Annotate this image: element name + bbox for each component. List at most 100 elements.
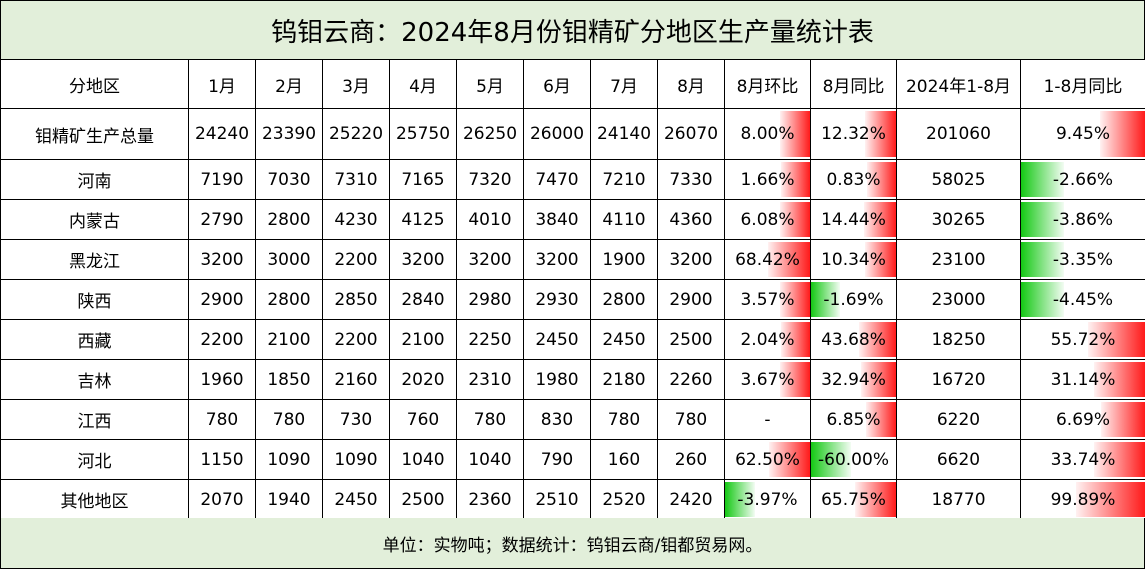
percent-value: -2.66% <box>1052 169 1114 190</box>
month-value-cell: 4230 <box>322 199 390 240</box>
positive-data-bar <box>1094 362 1145 397</box>
month-value-cell: 1850 <box>255 359 323 400</box>
month-value-cell: 2510 <box>523 479 591 520</box>
month-value-cell: 24240 <box>188 108 256 160</box>
ytd-yoy-cell: -4.45% <box>1020 279 1145 320</box>
month-value-cell: 2450 <box>523 319 591 360</box>
percent-value: 62.50% <box>735 449 800 470</box>
positive-data-bar <box>866 162 896 197</box>
month-value-cell: 260 <box>657 439 725 480</box>
percent-value: 6.85% <box>826 409 881 430</box>
month-value-cell: 2930 <box>523 279 591 320</box>
header-row: 分地区 1月 2月 3月 4月 5月 6月 7月 8月 8月环比 8月同比 2024年1-8月 1-8月… <box>0 59 1145 109</box>
month-value-cell: 2800 <box>255 279 323 320</box>
negative-data-bar <box>1021 162 1064 197</box>
yoy-cell: 6.85% <box>810 399 897 440</box>
positive-data-bar <box>1075 482 1145 517</box>
percent-value: 33.74% <box>1050 449 1116 470</box>
month-value-cell: 4010 <box>456 199 524 240</box>
percent-value: 3.57% <box>740 289 795 310</box>
mom-cell: 2.04% <box>724 319 811 360</box>
table-row: 内蒙古 2790 2800 4230 4125 4010 3840 4110 4360 6.08%… <box>0 199 1145 240</box>
yoy-cell: -1.69% <box>810 279 897 320</box>
month-value-cell: 790 <box>523 439 591 480</box>
yoy-cell: 43.68% <box>810 319 897 360</box>
region-cell: 江西 <box>0 399 189 440</box>
ytd-yoy-cell: -3.35% <box>1020 239 1145 280</box>
month-value-cell: 2790 <box>188 199 256 240</box>
table-row: 西藏 2200 2100 2200 2100 2250 2450 2450 2500 2.04% 4… <box>0 319 1145 360</box>
ytd-yoy-cell: 33.74% <box>1020 439 1145 480</box>
column-header: 3月 <box>322 59 390 109</box>
month-value-cell: 2180 <box>590 359 658 400</box>
month-value-cell: 26070 <box>657 108 725 160</box>
column-header: 4月 <box>389 59 457 109</box>
month-value-cell: 4125 <box>389 199 457 240</box>
table-row: 黑龙江 3200 3000 2200 3200 3200 3200 1900 3200 68.42… <box>0 239 1145 280</box>
column-header: 5月 <box>456 59 524 109</box>
month-value-cell: 25220 <box>322 108 390 160</box>
month-value-cell: 3000 <box>255 239 323 280</box>
positive-data-bar <box>864 111 896 157</box>
region-cell: 钼精矿生产总量 <box>0 108 189 160</box>
positive-data-bar <box>769 442 810 477</box>
month-value-cell: 4360 <box>657 199 725 240</box>
ytd-total-cell: 16720 <box>896 359 1021 400</box>
month-value-cell: 2070 <box>188 479 256 520</box>
month-value-cell: 24140 <box>590 108 658 160</box>
month-value-cell: 2800 <box>590 279 658 320</box>
month-value-cell: 2100 <box>389 319 457 360</box>
positive-data-bar <box>864 202 896 237</box>
positive-data-bar <box>779 202 810 237</box>
month-value-cell: 7330 <box>657 159 725 200</box>
month-value-cell: 1900 <box>590 239 658 280</box>
ytd-total-cell: 18770 <box>896 479 1021 520</box>
ytd-yoy-cell: 31.14% <box>1020 359 1145 400</box>
month-value-cell: 2310 <box>456 359 524 400</box>
percent-value: 12.32% <box>821 124 886 144</box>
column-header: 2月 <box>255 59 323 109</box>
negative-data-bar <box>1021 282 1065 317</box>
month-value-cell: 2160 <box>322 359 390 400</box>
month-value-cell: 7470 <box>523 159 591 200</box>
column-header: 6月 <box>523 59 591 109</box>
yoy-cell: -60.00% <box>810 439 897 480</box>
percent-value: -3.97% <box>737 489 798 510</box>
month-value-cell: 160 <box>590 439 658 480</box>
negative-data-bar <box>1021 202 1065 237</box>
column-header: 2024年1-8月 <box>896 59 1021 109</box>
month-value-cell: 1090 <box>322 439 390 480</box>
ytd-total-cell: 23100 <box>896 239 1021 280</box>
month-value-cell: 2800 <box>255 199 323 240</box>
yoy-cell: 32.94% <box>810 359 897 400</box>
column-header: 8月 <box>657 59 725 109</box>
table-body: 钼精矿生产总量 24240 23390 25220 25750 26250 26000 241… <box>0 108 1145 520</box>
region-cell: 河北 <box>0 439 189 480</box>
region-cell: 内蒙古 <box>0 199 189 240</box>
positive-data-bar <box>854 482 896 517</box>
percent-value: -3.86% <box>1052 209 1114 230</box>
percent-value: 1.66% <box>740 169 795 190</box>
month-value-cell: 1150 <box>188 439 256 480</box>
yoy-cell: 65.75% <box>810 479 897 520</box>
column-header: 7月 <box>590 59 658 109</box>
percent-value: 2.04% <box>740 329 795 350</box>
month-value-cell: 2450 <box>590 319 658 360</box>
percent-value: -1.69% <box>823 289 884 310</box>
percent-value: 43.68% <box>821 329 886 350</box>
percent-value: 6.69% <box>1055 409 1110 430</box>
month-value-cell: 7210 <box>590 159 658 200</box>
mom-cell: - <box>724 399 811 440</box>
ytd-yoy-cell: 99.89% <box>1020 479 1145 520</box>
month-value-cell: 2500 <box>389 479 457 520</box>
region-cell: 其他地区 <box>0 479 189 520</box>
column-header: 分地区 <box>0 59 189 109</box>
table-row: 河南 7190 7030 7310 7165 7320 7470 7210 7330 1.66% 0… <box>0 159 1145 200</box>
ytd-total-cell: 6620 <box>896 439 1021 480</box>
month-value-cell: 1940 <box>255 479 323 520</box>
positive-data-bar <box>1101 402 1145 437</box>
table-row: 河北 1150 1090 1090 1040 1040 790 160 260 62.50% -60… <box>0 439 1145 480</box>
positive-data-bar <box>768 242 810 277</box>
percent-value: 55.72% <box>1050 329 1116 350</box>
month-value-cell: 3200 <box>523 239 591 280</box>
